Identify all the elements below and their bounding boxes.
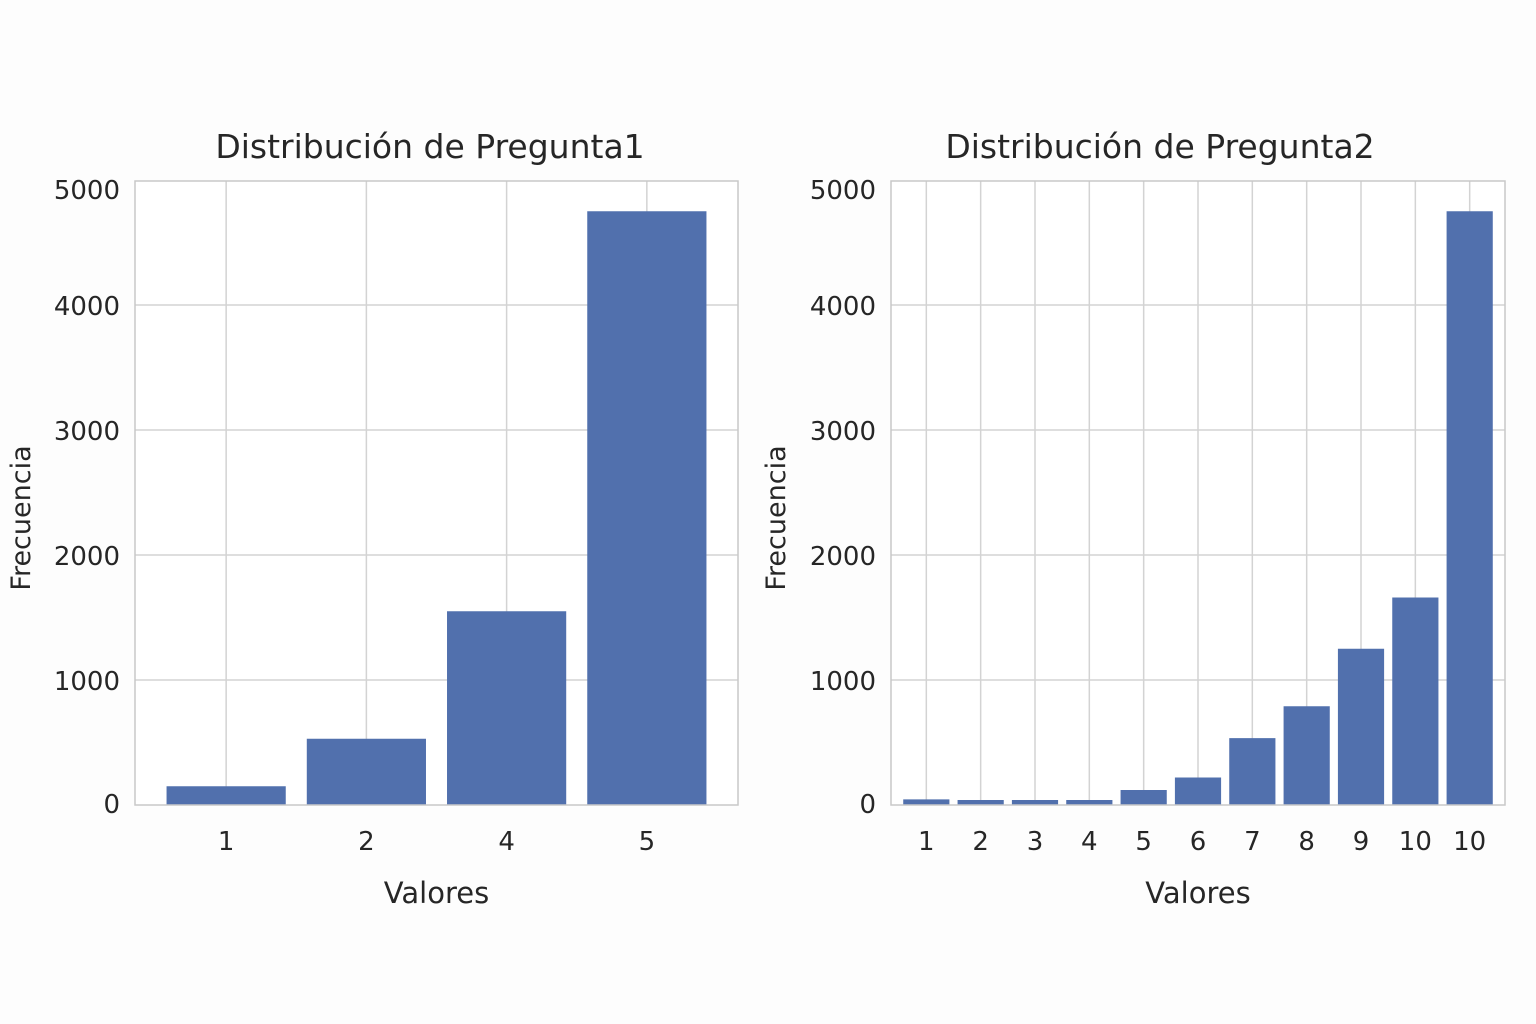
y-tick-label: 2000 <box>54 542 120 572</box>
bar-6 <box>1174 777 1222 805</box>
y-tick-label: 5000 <box>54 176 120 206</box>
x-axis-label: Valores <box>384 876 489 910</box>
x-tick-label: 7 <box>1244 827 1261 857</box>
bar-10 <box>1392 597 1439 805</box>
plot-frame <box>134 180 739 806</box>
bar-5 <box>1120 790 1167 805</box>
bar-9 <box>1337 648 1385 805</box>
x-axis-label: Valores <box>1145 876 1250 910</box>
bar-1 <box>166 786 286 805</box>
x-tick-label: 1 <box>918 827 935 857</box>
x-tick-label: 9 <box>1353 827 1370 857</box>
x-tick-label: 3 <box>1027 827 1044 857</box>
bar-4 <box>1066 800 1113 805</box>
x-tick-label: 8 <box>1298 827 1315 857</box>
y-tick-label: 1000 <box>54 667 120 697</box>
x-tick-label: 10 <box>1399 827 1432 857</box>
x-tick-label: 2 <box>358 827 375 857</box>
y-tick-label: 3000 <box>810 417 876 447</box>
y-tick-label: 3000 <box>54 417 120 447</box>
plot-frame <box>890 180 1506 806</box>
y-tick-label: 0 <box>103 790 120 820</box>
y-tick-label: 5000 <box>810 176 876 206</box>
chart-panel-1: 0 1000 2000 3000 4000 5000 1 2 4 5 Distribución de… <box>6 127 739 910</box>
y-tick-label: 4000 <box>810 292 876 322</box>
bar-8 <box>1283 706 1330 805</box>
bar-7 <box>1229 738 1276 805</box>
y-tick-label: 4000 <box>54 292 120 322</box>
x-tick-label: 4 <box>1081 827 1098 857</box>
bar-1 <box>903 799 950 805</box>
y-tick-label: 2000 <box>810 542 876 572</box>
bar-2 <box>306 738 426 805</box>
chart-panel-2: 0 1000 2000 3000 4000 5000 1 2 3 4 5 6 7 8 9 10 10 Distri… <box>761 127 1506 910</box>
x-tick-label: 5 <box>1135 827 1152 857</box>
bar-5 <box>587 211 707 805</box>
x-tick-label: 2 <box>972 827 989 857</box>
chart-title: Distribución de Pregunta2 <box>945 127 1374 166</box>
x-tick-label: 5 <box>639 827 656 857</box>
chart-title: Distribución de Pregunta1 <box>215 127 644 166</box>
bar-3 <box>1011 800 1059 805</box>
y-axis-label: Frecuencia <box>6 445 37 590</box>
x-tick-label: 10 <box>1453 827 1486 857</box>
bar-10 <box>1446 211 1493 805</box>
y-axis-label: Frecuencia <box>761 445 792 590</box>
x-tick-label: 4 <box>498 827 515 857</box>
bar-2 <box>957 800 1004 805</box>
x-tick-label: 6 <box>1190 827 1207 857</box>
y-tick-label: 1000 <box>810 667 876 697</box>
y-tick-label: 0 <box>859 790 876 820</box>
x-tick-label: 1 <box>218 827 235 857</box>
bar-4 <box>447 611 567 805</box>
